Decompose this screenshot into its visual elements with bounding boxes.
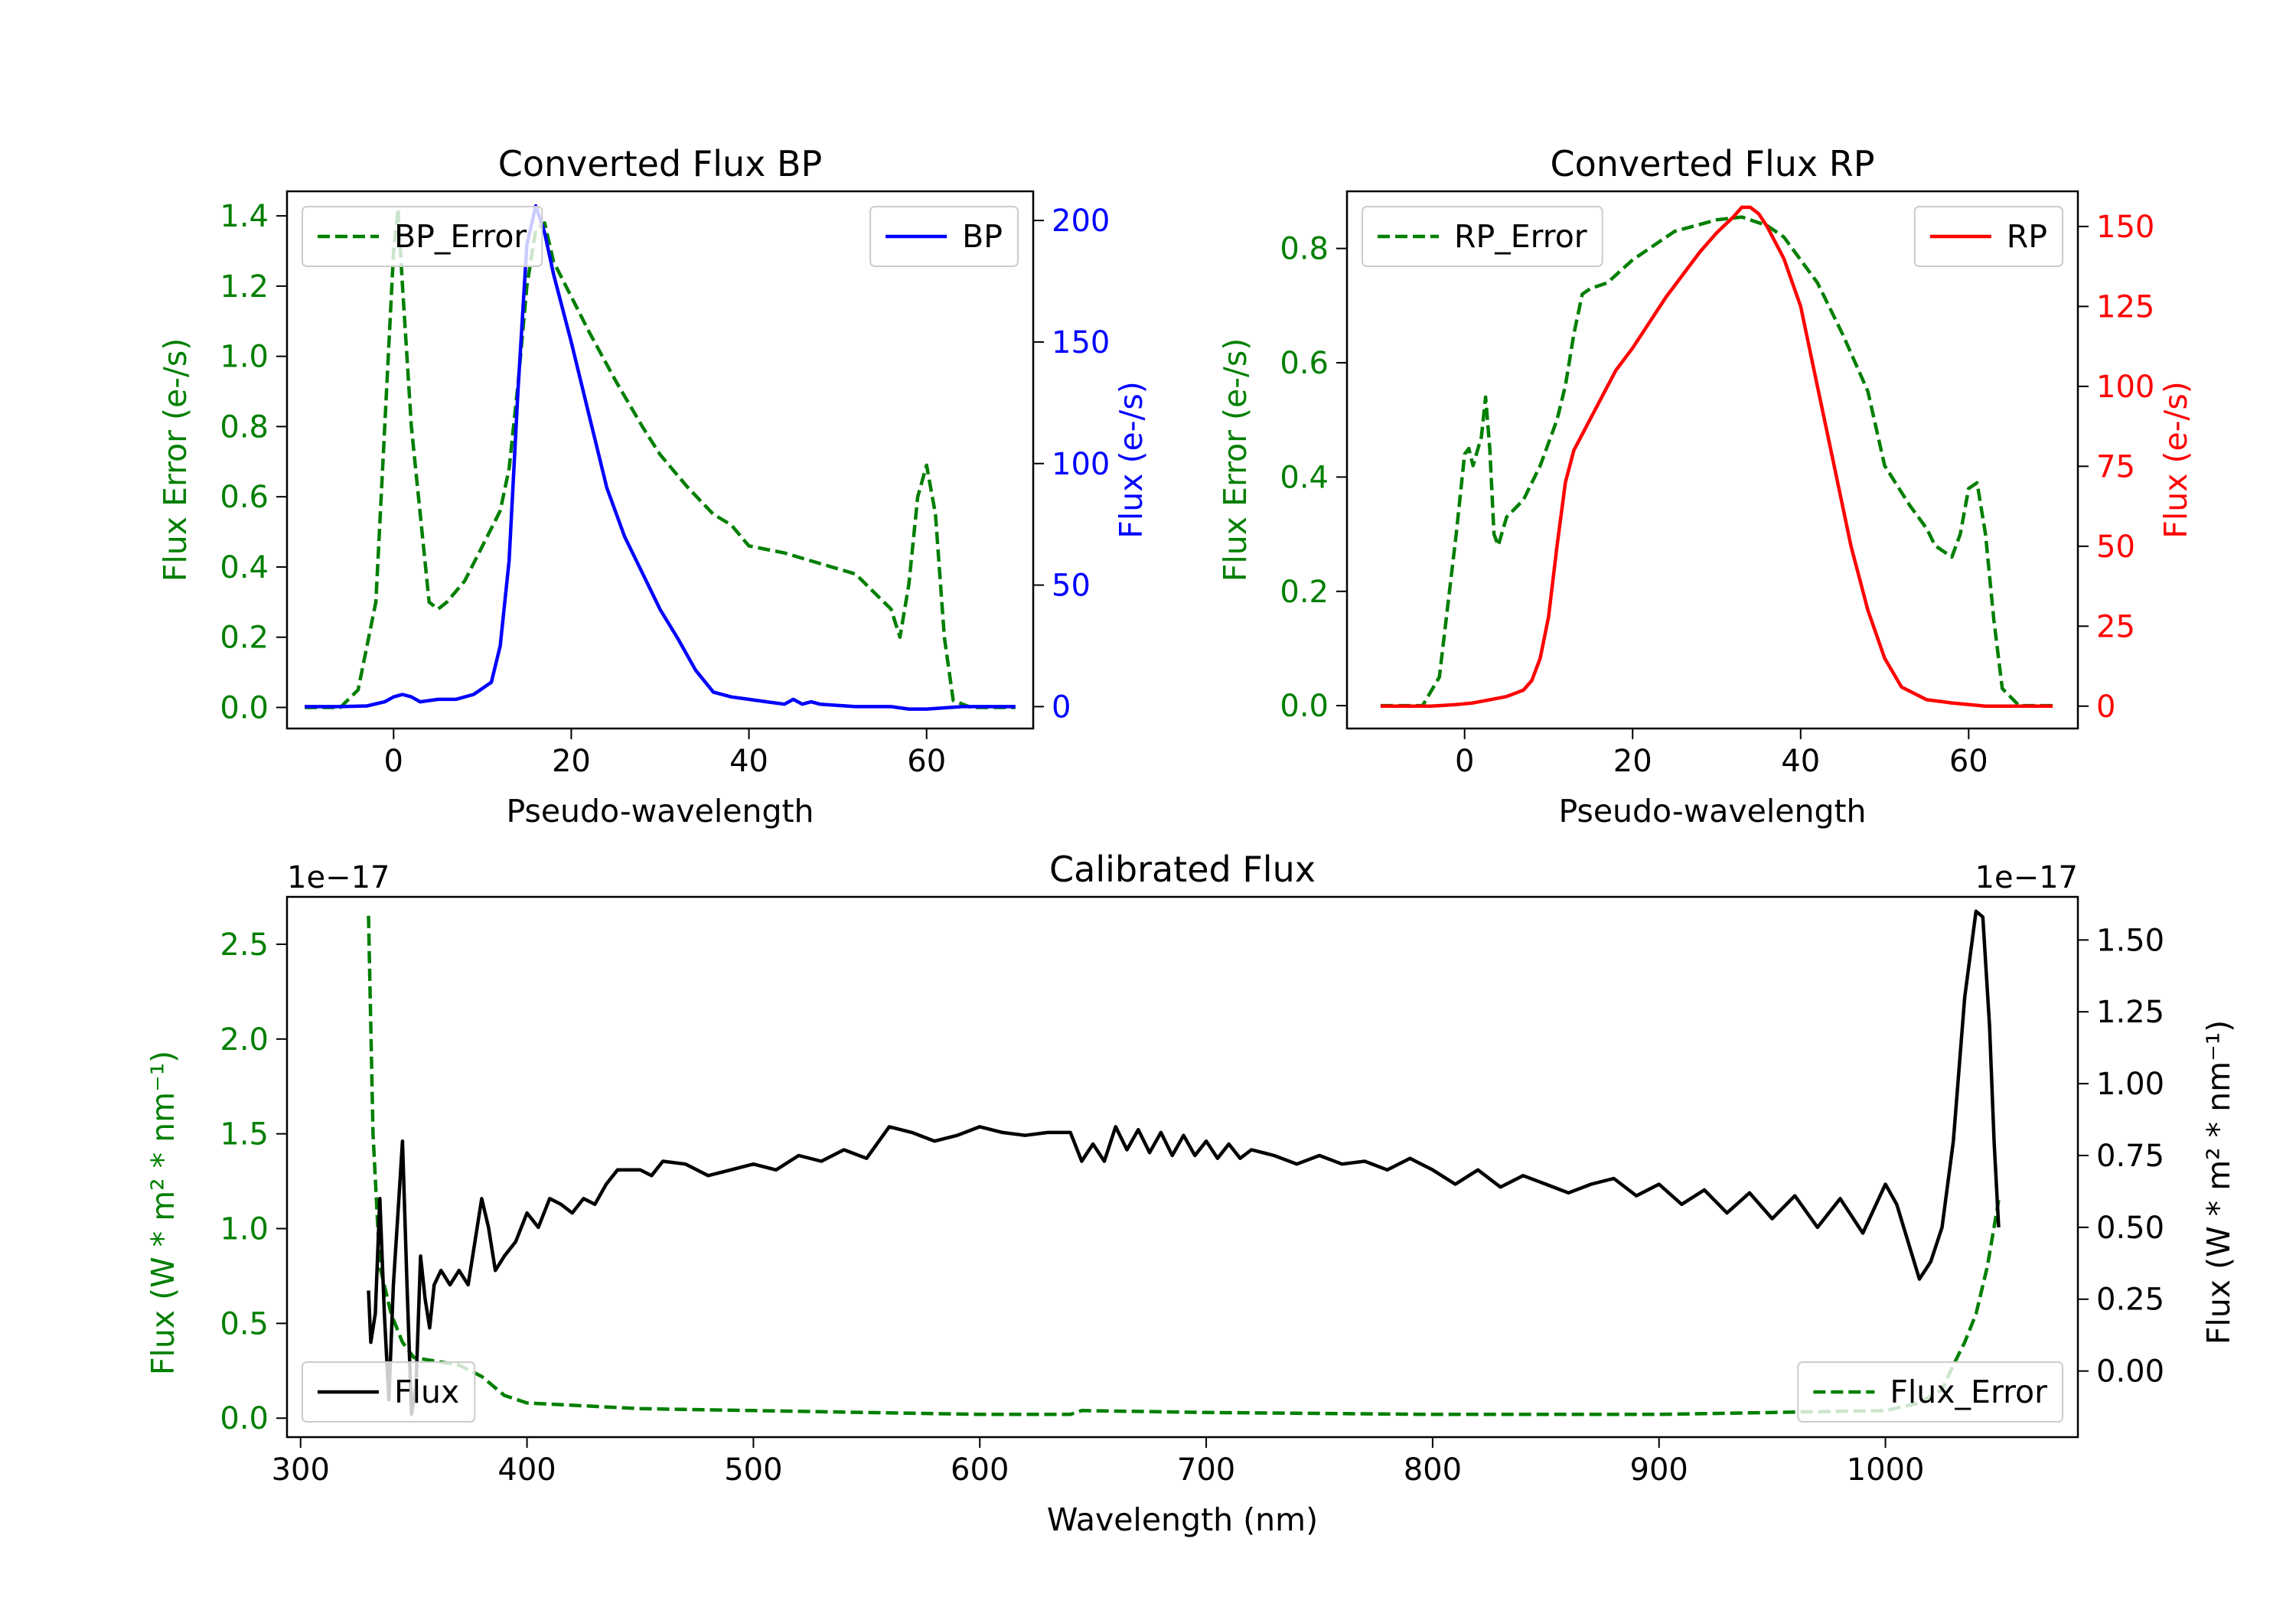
left-y-tick-label: 0.4: [220, 550, 269, 585]
rp-chart-panel: Converted Flux RP 0 20 40 60 Pseudo-wavelengt…: [1217, 143, 2194, 830]
legend-rp-error: RP_Error: [1362, 206, 1603, 267]
legend-box: [302, 1361, 476, 1423]
legend-label: RP: [2007, 218, 2047, 255]
rp-left-y-axis-label: Flux Error (e-/s): [1217, 338, 1254, 582]
right-y-tick-label: 150: [1052, 325, 1110, 360]
legend-box: [1362, 206, 1603, 267]
legend-label: BP: [962, 218, 1003, 255]
rp-chart-title: Converted Flux RP: [1551, 143, 1875, 184]
legend-bp: BP: [869, 206, 1019, 267]
right-y-tick-label: 75: [2096, 449, 2135, 484]
legend-flux: Flux: [302, 1361, 476, 1423]
left-y-tick-label: 2.5: [220, 927, 269, 963]
bp-axes-frame: [285, 190, 1035, 730]
bp-chart-panel: Converted Flux BP 0 20 40 60 Pseudo-wavelengt…: [157, 143, 1150, 830]
right-y-tick-label: 50: [2096, 530, 2135, 565]
left-y-tick-label: 0.0: [220, 690, 269, 725]
left-y-tick-label: 0.2: [220, 621, 269, 656]
legend-label: Flux: [394, 1374, 459, 1410]
left-y-tick-label: 1.2: [220, 269, 269, 305]
right-y-tick-label: 0.75: [2096, 1139, 2164, 1174]
bp-right-y-axis-label: Flux (e-/s): [1113, 381, 1150, 538]
left-y-tick-label: 1.0: [220, 340, 269, 375]
x-tick-label: 60: [1949, 744, 1988, 779]
right-y-tick-label: 50: [1052, 569, 1091, 604]
legend-box: [302, 206, 543, 267]
right-y-tick-label: 1.50: [2096, 923, 2164, 958]
x-tick-label: 0: [1455, 744, 1474, 779]
right-y-tick-label: 150: [2096, 210, 2154, 245]
calibrated-x-axis-label: Wavelength (nm): [1047, 1501, 1318, 1538]
x-tick-label: 60: [907, 744, 946, 779]
bp-x-axis-label: Pseudo-wavelength: [506, 793, 814, 830]
left-y-tick-label: 0.0: [1280, 689, 1329, 724]
legend-label: Flux_Error: [1890, 1374, 2047, 1410]
x-tick-label: 0: [384, 744, 403, 779]
left-y-tick-label: 1.4: [220, 199, 269, 234]
series-line-bp: [305, 204, 1016, 711]
left-y-tick-label: 0.6: [1280, 346, 1329, 381]
series-line-rp-error: [1380, 215, 2053, 708]
legend-label: RP_Error: [1454, 218, 1587, 255]
x-tick-label: 20: [552, 744, 591, 779]
legend-bp-error: BP_Error: [302, 206, 543, 267]
right-y-tick-label: 0.25: [2096, 1283, 2164, 1318]
x-tick-label: 500: [724, 1452, 782, 1488]
left-y-tick-label: 0.2: [1280, 575, 1329, 610]
rp-right-y-axis-label: Flux (e-/s): [2157, 381, 2194, 538]
right-y-tick-label: 100: [1052, 447, 1110, 482]
rp-plot-area: [1380, 205, 2053, 709]
series-line-bp-error: [305, 207, 1016, 709]
right-axis-offset-text: 1e−17: [1975, 860, 2078, 895]
calibrated-axes-frame: [285, 895, 2079, 1439]
rp-x-axis-label: Pseudo-wavelength: [1558, 793, 1866, 830]
calibrated-chart-title: Calibrated Flux: [1049, 849, 1316, 890]
left-y-tick-label: 0.4: [1280, 460, 1329, 495]
x-tick-label: 40: [729, 744, 768, 779]
legend-flux-error: Flux_Error: [1797, 1361, 2063, 1423]
left-y-tick-label: 1.5: [220, 1117, 269, 1152]
x-tick-label: 40: [1781, 744, 1820, 779]
right-y-tick-label: 1.25: [2096, 995, 2164, 1030]
bp-chart-title: Converted Flux BP: [498, 143, 823, 184]
right-y-tick-label: 0: [2096, 689, 2115, 725]
x-tick-label: 800: [1404, 1452, 1462, 1488]
left-y-tick-label: 1.0: [220, 1212, 269, 1247]
right-y-tick-label: 25: [2096, 609, 2135, 644]
right-y-tick-label: 0: [1052, 689, 1071, 725]
series-line-rp: [1380, 205, 2053, 709]
calibrated-chart-panel: Calibrated Flux 300 400 500 600 700 800 900 1000…: [145, 849, 2237, 1538]
right-y-tick-label: 0.00: [2096, 1354, 2164, 1390]
legend-rp: RP: [1913, 206, 2063, 267]
left-y-tick-label: 0.8: [220, 409, 269, 445]
right-y-tick-label: 100: [2096, 370, 2154, 405]
left-axis-offset-text: 1e−17: [287, 860, 390, 895]
x-tick-label: 700: [1177, 1452, 1235, 1488]
left-y-tick-label: 2.0: [220, 1022, 269, 1058]
left-y-tick-label: 0.6: [220, 480, 269, 515]
bp-left-y-axis-label: Flux Error (e-/s): [157, 338, 194, 582]
bp-plot-area: [305, 204, 1016, 711]
left-y-tick-label: 0.0: [220, 1401, 269, 1436]
legend-box: [1797, 1361, 2063, 1423]
left-y-tick-label: 0.8: [1280, 232, 1329, 267]
calibrated-right-y-axis-label: Flux (W * m² * nm⁻¹): [2200, 1020, 2237, 1345]
x-tick-label: 1000: [1847, 1452, 1925, 1488]
series-line-flux: [367, 909, 2001, 1416]
calibrated-left-y-axis-label: Flux (W * m² * nm⁻¹): [145, 1051, 181, 1375]
x-tick-label: 600: [951, 1452, 1009, 1488]
x-tick-label: 300: [272, 1452, 330, 1488]
right-y-tick-label: 200: [1052, 204, 1110, 239]
left-y-tick-label: 0.5: [220, 1306, 269, 1341]
x-tick-label: 900: [1630, 1452, 1688, 1488]
rp-axes-frame: [1345, 190, 2079, 730]
x-tick-label: 400: [497, 1452, 556, 1488]
x-tick-label: 20: [1613, 744, 1652, 779]
right-y-tick-label: 0.50: [2096, 1211, 2164, 1246]
right-y-tick-label: 125: [2096, 289, 2154, 324]
legend-label: BP_Error: [394, 218, 527, 255]
right-y-tick-label: 1.00: [2096, 1067, 2164, 1102]
